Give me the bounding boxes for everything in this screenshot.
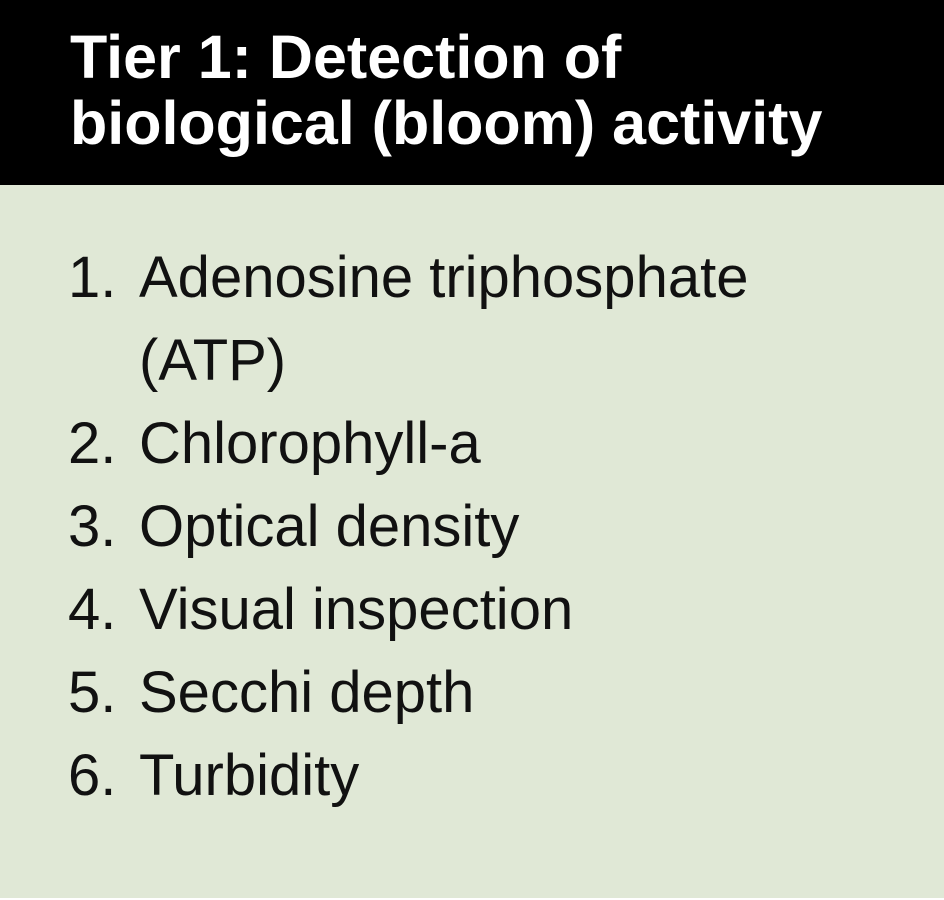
item-number: 4. bbox=[68, 577, 117, 642]
item-text: Secchi depth bbox=[139, 660, 475, 725]
title-line-1: Tier 1: Detection of bbox=[70, 23, 622, 91]
item-text: Optical density bbox=[139, 494, 520, 559]
list-item: 1. Adenosine triphosphate (ATP) bbox=[68, 236, 859, 402]
title-bar: Tier 1: Detection of biological (bloom) … bbox=[0, 0, 944, 185]
list-item: 6. Turbidity bbox=[68, 734, 859, 817]
list-item: 5. Secchi depth bbox=[68, 651, 859, 734]
item-number: 2. bbox=[68, 411, 117, 476]
item-number: 3. bbox=[68, 494, 117, 559]
list-item: 3. Optical density bbox=[68, 485, 859, 568]
content-panel bbox=[0, 185, 944, 898]
item-text: Adenosine triphosphate (ATP) bbox=[139, 245, 749, 393]
method-list: 1. Adenosine triphosphate (ATP) 2. Chlor… bbox=[68, 236, 859, 817]
item-number: 1. bbox=[68, 245, 117, 310]
item-text: Chlorophyll-a bbox=[139, 411, 481, 476]
title-line-2: biological (bloom) activity bbox=[70, 89, 823, 157]
list-item: 2. Chlorophyll-a bbox=[68, 402, 859, 485]
item-number: 6. bbox=[68, 743, 117, 808]
item-number: 5. bbox=[68, 660, 117, 725]
item-text: Visual inspection bbox=[139, 577, 574, 642]
list-item: 4. Visual inspection bbox=[68, 568, 859, 651]
item-text: Turbidity bbox=[139, 743, 360, 808]
